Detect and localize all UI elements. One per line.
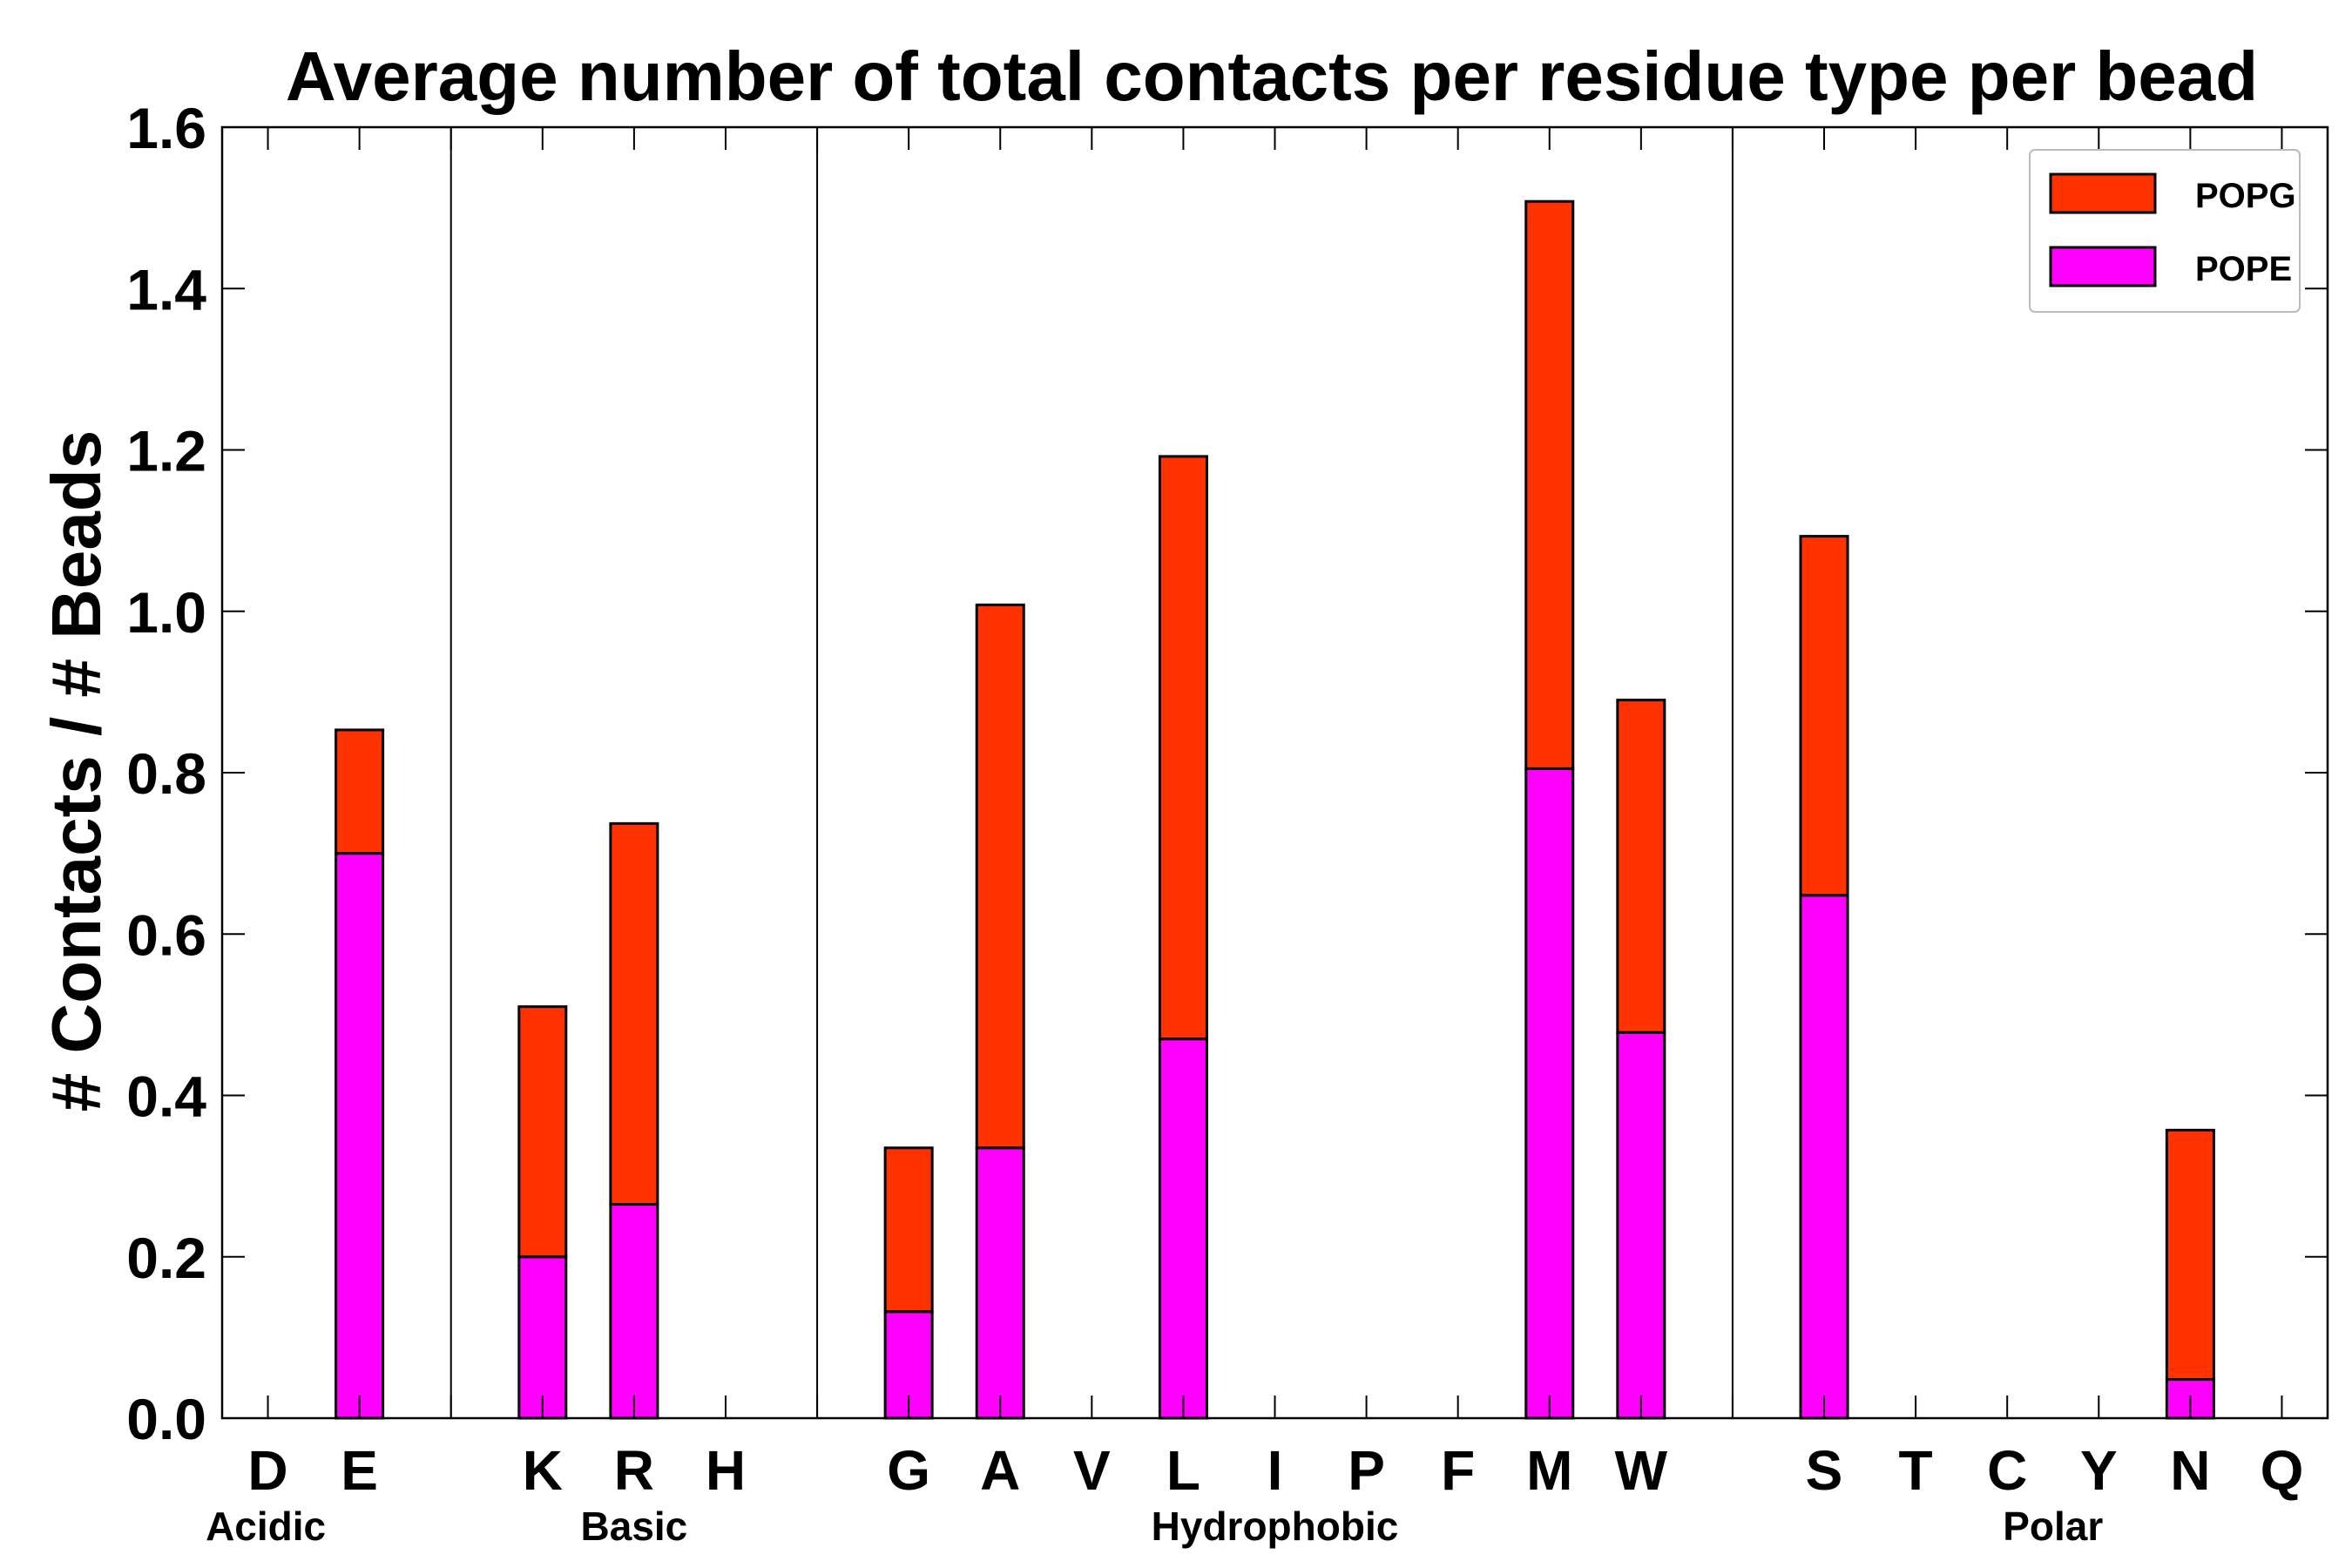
x-tick-label: E — [341, 1439, 378, 1502]
legend-swatch-popg — [2049, 172, 2157, 214]
x-tick-label: Y — [2080, 1439, 2118, 1502]
group-label-polar: Polar — [2003, 1504, 2103, 1549]
bar-pope-K — [517, 1255, 568, 1420]
bar-popg-N — [2165, 1128, 2215, 1382]
bar-pope-E — [335, 852, 385, 1420]
bar-pope-W — [1616, 1031, 1666, 1420]
x-tick-label: P — [1348, 1439, 1385, 1502]
y-tick-label: 0.8 — [126, 741, 206, 806]
x-tick-label: I — [1267, 1439, 1283, 1502]
y-tick-label: 0.0 — [126, 1387, 206, 1451]
group-label-basic: Basic — [581, 1504, 688, 1549]
bar-pope-M — [1524, 767, 1575, 1420]
bar-popg-K — [517, 1005, 568, 1259]
x-tick-label: D — [247, 1439, 287, 1502]
bar-popg-E — [335, 728, 385, 855]
x-tick-label: L — [1166, 1439, 1200, 1502]
y-tick-label: 1.6 — [126, 96, 206, 160]
x-tick-label: C — [1987, 1439, 2027, 1502]
legend-label-pope: POPE — [2195, 250, 2292, 288]
group-label-acidic: Acidic — [206, 1504, 326, 1549]
bar-popg-A — [975, 603, 1025, 1150]
x-tick-label: H — [706, 1439, 746, 1502]
y-tick-label: 0.4 — [126, 1064, 206, 1129]
bar-pope-S — [1799, 894, 1849, 1420]
x-tick-label: F — [1441, 1439, 1475, 1502]
x-tick-label: N — [2170, 1439, 2210, 1502]
bar-pope-R — [609, 1203, 659, 1420]
x-tick-label: M — [1526, 1439, 1572, 1502]
x-tick-label: Q — [2261, 1439, 2304, 1502]
x-tick-label: V — [1073, 1439, 1111, 1502]
bar-popg-M — [1524, 199, 1575, 770]
y-tick-label: 0.2 — [126, 1226, 206, 1290]
chart-title: Average number of total contacts per res… — [286, 37, 2258, 115]
bar-popg-L — [1158, 455, 1208, 1041]
bar-pope-L — [1158, 1037, 1208, 1420]
x-tick-label: R — [614, 1439, 654, 1502]
x-tick-label: K — [523, 1439, 563, 1502]
y-tick-label: 1.0 — [126, 580, 206, 645]
x-tick-label: G — [887, 1439, 930, 1502]
legend-swatch-pope — [2049, 246, 2157, 287]
y-tick-label: 1.4 — [126, 257, 206, 321]
bar-popg-R — [609, 821, 659, 1206]
y-axis-label: # Contacts / # Beads — [37, 430, 115, 1112]
plot-area: 0.0 0.2 0.4 0.6 0.8 1.0 1.2 1.4 1.6 D E K R H G A V L I P F M… — [126, 96, 2329, 1549]
legend: POPG POPE — [2029, 149, 2301, 313]
legend-label-popg: POPG — [2195, 177, 2296, 215]
bar-popg-W — [1616, 699, 1666, 1034]
x-tick-label: T — [1899, 1439, 1933, 1502]
y-tick-label: 1.2 — [126, 419, 206, 483]
bar-popg-G — [883, 1146, 934, 1314]
group-label-hydrophobic: Hydrophobic — [1152, 1504, 1399, 1549]
x-tick-label: A — [980, 1439, 1020, 1502]
y-tick-label: 0.6 — [126, 902, 206, 967]
bar-pope-A — [975, 1146, 1025, 1420]
x-tick-label: S — [1806, 1439, 1843, 1502]
x-tick-label: W — [1615, 1439, 1668, 1502]
bar-popg-S — [1799, 535, 1849, 897]
